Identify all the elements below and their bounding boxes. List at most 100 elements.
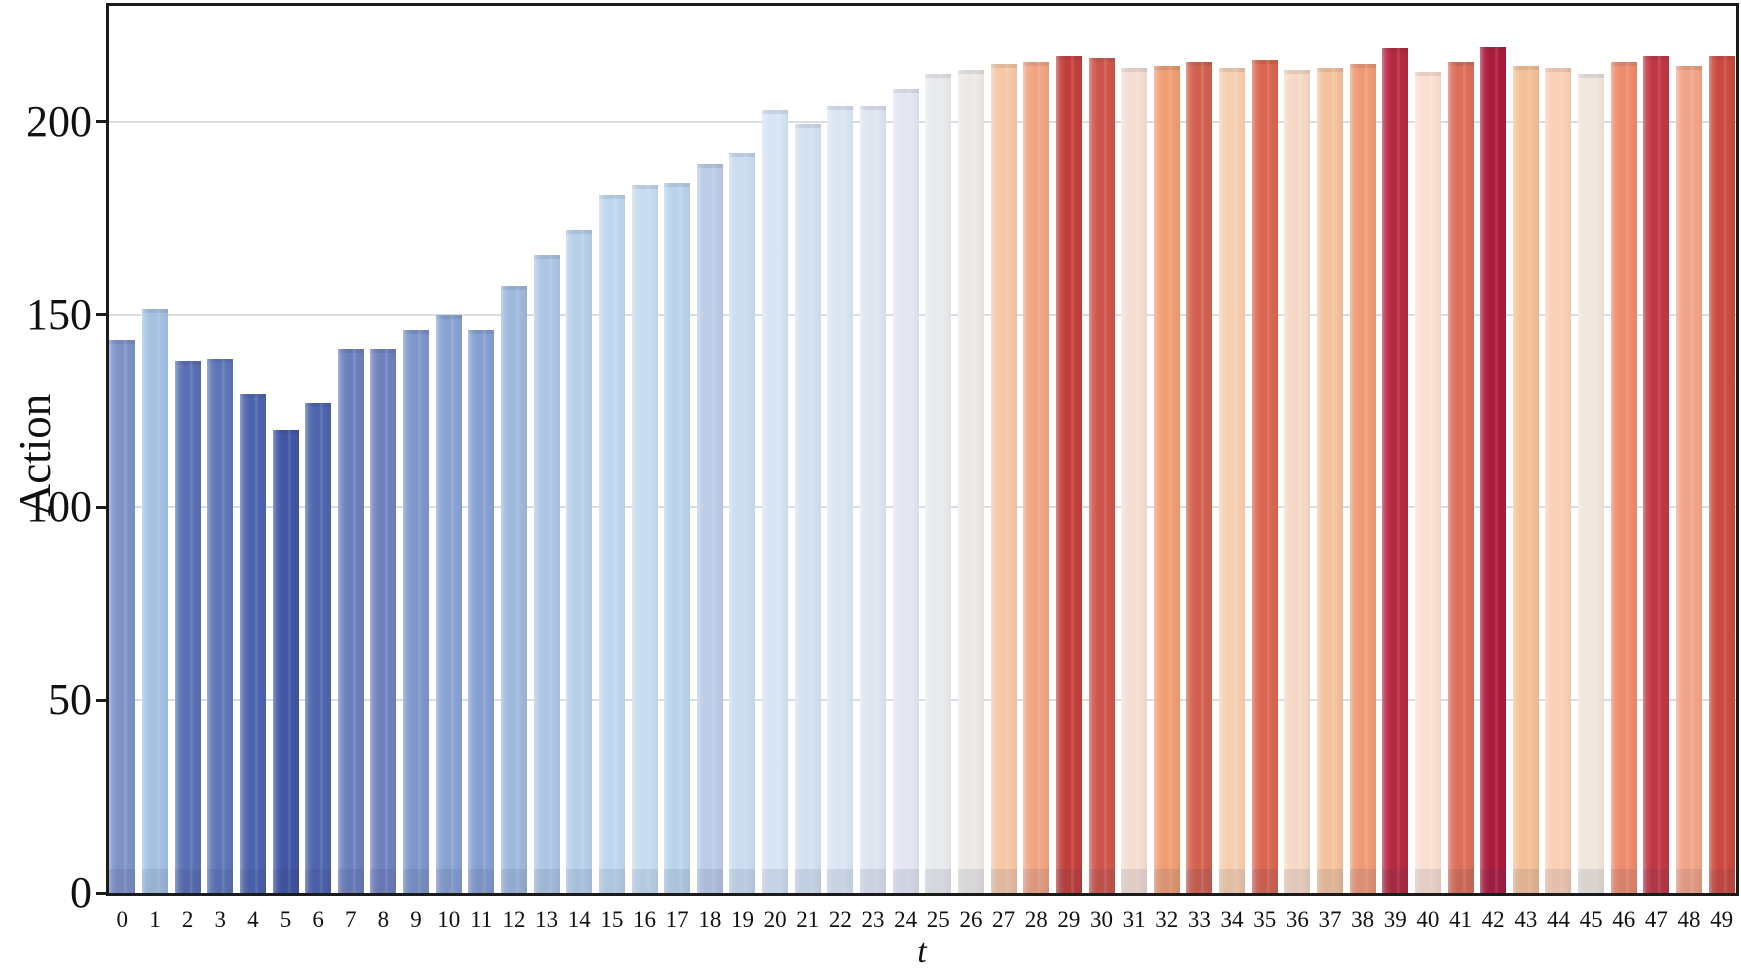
bar	[500, 285, 527, 894]
x-tick-label: 13	[535, 907, 559, 932]
x-tick-label: 26	[959, 907, 983, 932]
bar	[1414, 71, 1441, 894]
bar	[794, 123, 821, 894]
x-tick-label: 21	[796, 907, 820, 932]
bar	[305, 403, 332, 893]
bar	[827, 106, 854, 893]
x-tick-label: 32	[1155, 907, 1179, 932]
x-tick-label: 37	[1318, 907, 1342, 932]
x-tick-label: 27	[992, 907, 1016, 932]
bar	[990, 63, 1017, 894]
bar	[1023, 61, 1050, 894]
grid-line	[109, 313, 1736, 316]
bar	[1512, 65, 1539, 894]
bar	[533, 254, 560, 894]
x-tick-label: 16	[633, 907, 657, 932]
bar	[1121, 67, 1148, 894]
y-tick-mark	[96, 698, 106, 702]
x-tick-label: 0	[116, 907, 129, 932]
x-tick-label: 39	[1383, 907, 1407, 932]
bar	[1676, 65, 1703, 894]
x-tick-label: 45	[1579, 907, 1603, 932]
bar	[631, 185, 658, 893]
x-tick-label: 31	[1122, 907, 1146, 932]
bar	[1610, 61, 1637, 894]
bar	[598, 194, 625, 894]
x-tick-label: 49	[1710, 907, 1734, 932]
x-tick-label: 17	[665, 907, 689, 932]
x-tick-label: 47	[1644, 907, 1668, 932]
bar	[403, 329, 430, 894]
bar	[696, 164, 723, 893]
bar	[370, 349, 397, 893]
bar	[1643, 56, 1670, 893]
y-tick-mark	[96, 505, 106, 509]
grid-line	[109, 699, 1736, 702]
x-tick-label: 46	[1612, 907, 1636, 932]
bar	[860, 106, 887, 893]
x-tick-label: 22	[828, 907, 852, 932]
bar	[239, 393, 266, 894]
bar	[1219, 67, 1246, 894]
bar	[435, 314, 462, 894]
x-tick-label: 15	[600, 907, 624, 932]
x-tick-label: 11	[470, 907, 493, 932]
x-tick-label: 2	[181, 907, 194, 932]
x-tick-label: 38	[1351, 907, 1375, 932]
bar	[1284, 69, 1311, 894]
bar	[892, 88, 919, 894]
x-tick-label: 4	[247, 907, 259, 932]
bar	[1447, 61, 1474, 894]
x-tick-label: 14	[567, 907, 591, 932]
x-tick-label: 8	[377, 907, 390, 932]
x-tick-label: 36	[1285, 907, 1309, 932]
x-tick-label: 33	[1187, 907, 1211, 932]
x-tick-label: 28	[1024, 907, 1048, 932]
x-tick-label: 44	[1546, 907, 1570, 932]
x-tick-label: 20	[763, 907, 787, 932]
bar	[337, 349, 364, 893]
x-tick-label: 48	[1677, 907, 1701, 932]
bar	[109, 339, 136, 894]
y-tick-mark	[96, 891, 106, 895]
x-tick-label: 41	[1449, 907, 1473, 932]
grid-line	[109, 120, 1736, 123]
x-tick-label: 30	[1090, 907, 1113, 932]
x-tick-label: 9	[410, 907, 422, 932]
y-tick-label: 50	[48, 675, 92, 725]
y-tick-label: 100	[26, 482, 92, 532]
bar	[272, 430, 299, 893]
y-tick-label: 150	[26, 289, 92, 339]
x-tick-label: 23	[861, 907, 885, 932]
bar	[1055, 56, 1082, 893]
x-tick-label: 40	[1416, 907, 1440, 932]
x-tick-label: 1	[149, 907, 161, 932]
bar	[174, 360, 201, 894]
x-tick-label: 25	[926, 907, 950, 932]
bar	[957, 69, 984, 894]
bar	[141, 308, 168, 894]
bar	[1153, 65, 1180, 894]
y-tick-mark	[96, 120, 106, 124]
bar	[1708, 56, 1735, 893]
x-tick-label: 34	[1220, 907, 1244, 932]
x-tick-label: 10	[437, 907, 461, 932]
bar	[1251, 60, 1278, 893]
bar	[1088, 58, 1115, 893]
x-tick-label: 6	[312, 907, 324, 932]
x-tick-label: 29	[1057, 907, 1081, 932]
bar	[664, 183, 691, 893]
bar	[762, 110, 789, 893]
bar	[1480, 46, 1507, 893]
x-tick-label: 24	[894, 907, 918, 932]
bar	[1349, 63, 1376, 894]
bar	[1382, 48, 1409, 893]
x-tick-label: 3	[214, 907, 226, 932]
x-axis-label: t	[917, 933, 927, 970]
y-tick-label: 0	[70, 868, 92, 917]
y-tick-mark	[96, 313, 106, 317]
x-tick-label: 43	[1514, 907, 1538, 932]
x-tick-label: 7	[345, 907, 357, 932]
grid-line	[109, 506, 1736, 509]
